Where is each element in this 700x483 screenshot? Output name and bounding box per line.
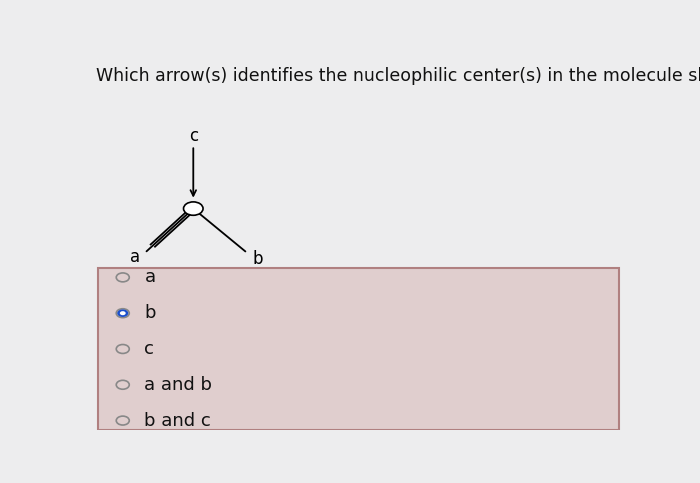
- Text: a: a: [144, 269, 155, 286]
- Circle shape: [117, 310, 128, 317]
- FancyBboxPatch shape: [98, 268, 619, 430]
- Circle shape: [120, 311, 126, 315]
- Text: b: b: [252, 250, 262, 268]
- Text: b: b: [144, 304, 156, 322]
- Text: a and b: a and b: [144, 376, 213, 394]
- Text: −: −: [189, 203, 197, 213]
- Text: c: c: [189, 127, 198, 145]
- Text: c: c: [144, 340, 154, 358]
- Text: a: a: [130, 248, 140, 266]
- Text: Which arrow(s) identifies the nucleophilic center(s) in the molecule shown?: Which arrow(s) identifies the nucleophil…: [96, 67, 700, 85]
- Circle shape: [183, 202, 203, 215]
- Text: b and c: b and c: [144, 412, 211, 429]
